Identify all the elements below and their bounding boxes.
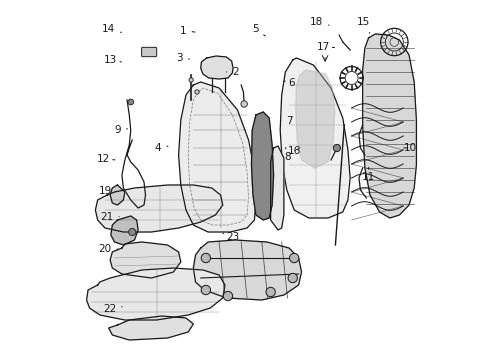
- Text: 20: 20: [98, 244, 118, 254]
- Circle shape: [241, 101, 247, 107]
- Text: 12: 12: [97, 154, 115, 164]
- Text: 2: 2: [226, 67, 238, 77]
- Text: 16: 16: [288, 146, 301, 156]
- Circle shape: [128, 228, 136, 235]
- Text: 17: 17: [316, 42, 334, 52]
- Text: 4: 4: [155, 143, 167, 153]
- Polygon shape: [362, 34, 416, 218]
- Text: 1: 1: [180, 26, 195, 36]
- Polygon shape: [251, 112, 273, 220]
- Polygon shape: [111, 216, 138, 245]
- Circle shape: [188, 78, 193, 82]
- Text: 15: 15: [356, 17, 369, 33]
- Polygon shape: [95, 185, 223, 232]
- Polygon shape: [295, 70, 334, 168]
- Circle shape: [289, 253, 298, 263]
- Text: 21: 21: [100, 212, 119, 222]
- Circle shape: [201, 285, 210, 295]
- Circle shape: [287, 273, 297, 283]
- Text: 6: 6: [284, 78, 294, 88]
- Text: 14: 14: [102, 24, 121, 34]
- Text: 22: 22: [102, 304, 122, 314]
- Polygon shape: [280, 58, 349, 218]
- Text: 8: 8: [284, 148, 290, 162]
- Text: 13: 13: [104, 55, 121, 66]
- Text: 11: 11: [361, 167, 375, 182]
- Text: 9: 9: [114, 125, 127, 135]
- Polygon shape: [86, 268, 224, 320]
- Circle shape: [194, 90, 199, 94]
- Text: 7: 7: [280, 116, 292, 126]
- Text: 10: 10: [403, 143, 416, 153]
- Polygon shape: [178, 82, 255, 232]
- Polygon shape: [110, 242, 181, 278]
- FancyBboxPatch shape: [142, 47, 156, 57]
- Polygon shape: [110, 185, 124, 205]
- Text: 23: 23: [223, 232, 239, 242]
- Polygon shape: [270, 146, 284, 230]
- Circle shape: [128, 99, 133, 105]
- Polygon shape: [200, 56, 233, 79]
- Circle shape: [333, 144, 340, 152]
- Circle shape: [201, 253, 210, 263]
- Text: 3: 3: [176, 53, 189, 63]
- Polygon shape: [193, 240, 301, 300]
- Circle shape: [223, 291, 232, 301]
- Circle shape: [265, 287, 275, 297]
- Text: 18: 18: [309, 17, 328, 27]
- Polygon shape: [108, 316, 193, 340]
- Text: 5: 5: [251, 24, 265, 36]
- Text: 19: 19: [99, 186, 118, 196]
